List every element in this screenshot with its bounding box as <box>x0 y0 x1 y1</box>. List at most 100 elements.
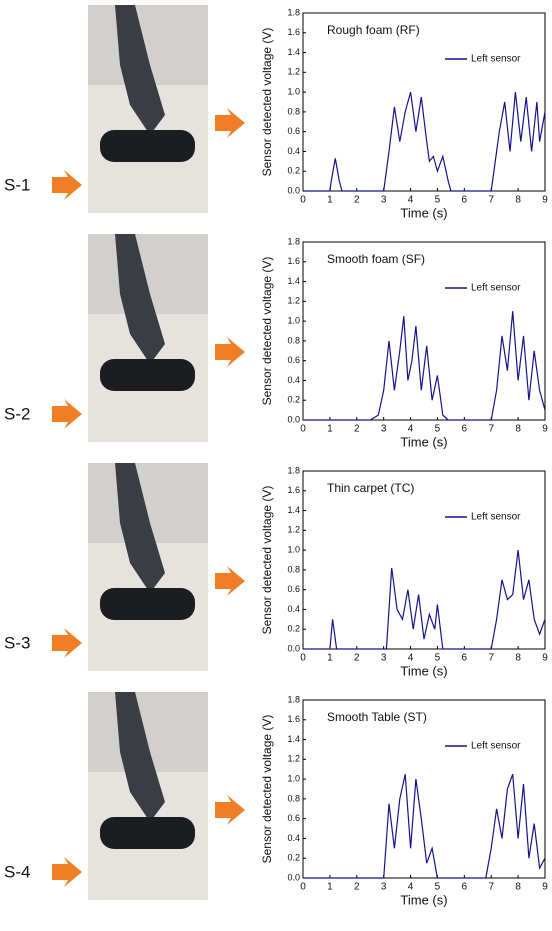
x-tick-label: 0 <box>300 424 306 435</box>
x-tick-label: 0 <box>300 195 306 206</box>
y-tick-label: 1.8 <box>287 465 300 475</box>
x-axis-label: Time (s) <box>400 663 447 678</box>
arrow <box>215 337 245 367</box>
y-tick-label: 0.4 <box>287 833 300 843</box>
panel-label: S-2 <box>4 404 30 423</box>
y-tick-label: 1.8 <box>287 236 300 246</box>
y-tick-label: 0.6 <box>287 355 300 365</box>
x-tick-label: 6 <box>462 195 468 206</box>
y-tick-label: 0.4 <box>287 146 300 156</box>
y-tick-label: 0.4 <box>287 375 300 385</box>
y-axis-label: Sensor detected voltage (V) <box>260 257 274 406</box>
y-tick-label: 1.6 <box>287 27 300 37</box>
x-tick-label: 4 <box>408 882 414 893</box>
y-tick-label: 0.8 <box>287 793 300 803</box>
robot <box>115 234 165 364</box>
data-line <box>303 550 546 650</box>
y-tick-label: 0.6 <box>287 813 300 823</box>
x-tick-label: 7 <box>488 653 494 664</box>
x-tick-label: 5 <box>435 424 441 435</box>
arrow <box>52 399 82 429</box>
x-tick-label: 9 <box>542 882 548 893</box>
y-tick-label: 1.6 <box>287 714 300 724</box>
arrow <box>52 857 82 887</box>
y-tick-label: 0.2 <box>287 166 300 176</box>
x-tick-label: 0 <box>300 882 306 893</box>
y-tick-label: 1.6 <box>287 485 300 495</box>
plot-frame <box>302 241 546 421</box>
robot-foot <box>100 359 195 391</box>
x-tick-label: 1 <box>327 882 333 893</box>
x-tick-label: 9 <box>542 195 548 206</box>
y-tick-label: 1.0 <box>287 544 300 554</box>
legend-label: Left sensor <box>471 512 521 523</box>
robot-foot <box>100 130 195 162</box>
x-tick-label: 7 <box>488 195 494 206</box>
robot-foot <box>100 588 195 620</box>
robot <box>115 463 165 593</box>
x-tick-label: 8 <box>515 424 521 435</box>
x-tick-label: 8 <box>515 195 521 206</box>
arrow <box>215 566 245 596</box>
y-tick-label: 0.8 <box>287 564 300 574</box>
y-tick-label: 0.8 <box>287 335 300 345</box>
y-tick-label: 1.6 <box>287 256 300 266</box>
data-line <box>303 773 546 879</box>
x-tick-label: 9 <box>542 424 548 435</box>
y-tick-label: 1.0 <box>287 86 300 96</box>
y-tick-label: 1.4 <box>287 276 300 286</box>
x-tick-label: 6 <box>462 882 468 893</box>
y-tick-label: 1.4 <box>287 734 300 744</box>
y-tick-label: 0.6 <box>287 126 300 136</box>
arrow <box>215 108 245 138</box>
x-tick-label: 5 <box>435 882 441 893</box>
y-tick-label: 0.8 <box>287 106 300 116</box>
y-tick-label: 0.2 <box>287 624 300 634</box>
x-tick-label: 8 <box>515 653 521 664</box>
panel-label: S-4 <box>4 862 30 881</box>
legend-label: Left sensor <box>471 283 521 294</box>
data-line <box>303 91 546 192</box>
plot-frame <box>302 699 546 879</box>
x-tick-label: 7 <box>488 424 494 435</box>
x-tick-label: 4 <box>408 195 414 206</box>
y-tick-label: 0.0 <box>287 414 300 424</box>
robot-foot <box>100 817 195 849</box>
x-tick-label: 2 <box>354 424 360 435</box>
x-axis-label: Time (s) <box>400 892 447 907</box>
y-tick-label: 1.2 <box>287 296 300 306</box>
y-tick-label: 1.8 <box>287 694 300 704</box>
x-tick-label: 9 <box>542 653 548 664</box>
panel-label: S-3 <box>4 633 30 652</box>
y-tick-label: 1.4 <box>287 505 300 515</box>
chart-title: Smooth Table (ST) <box>327 710 427 724</box>
x-axis-label: Time (s) <box>400 434 447 449</box>
arrow <box>52 170 82 200</box>
chart-title: Smooth foam (SF) <box>327 252 425 266</box>
x-axis-label: Time (s) <box>400 205 447 220</box>
y-axis-label: Sensor detected voltage (V) <box>260 715 274 864</box>
legend-label: Left sensor <box>471 741 521 752</box>
y-tick-label: 0.4 <box>287 604 300 614</box>
data-line <box>303 311 546 421</box>
y-tick-label: 0.2 <box>287 395 300 405</box>
arrow <box>215 795 245 825</box>
y-tick-label: 0.0 <box>287 872 300 882</box>
chart-title: Thin carpet (TC) <box>327 481 414 495</box>
y-tick-label: 1.4 <box>287 47 300 57</box>
y-axis-label: Sensor detected voltage (V) <box>260 486 274 635</box>
x-tick-label: 5 <box>435 653 441 664</box>
x-tick-label: 3 <box>381 882 387 893</box>
robot <box>115 5 165 135</box>
y-tick-label: 1.0 <box>287 315 300 325</box>
y-tick-label: 1.2 <box>287 754 300 764</box>
x-tick-label: 8 <box>515 882 521 893</box>
x-tick-label: 6 <box>462 424 468 435</box>
x-tick-label: 2 <box>354 882 360 893</box>
x-tick-label: 7 <box>488 882 494 893</box>
x-tick-label: 5 <box>435 195 441 206</box>
chart-title: Rough foam (RF) <box>327 23 420 37</box>
y-tick-label: 0.0 <box>287 643 300 653</box>
